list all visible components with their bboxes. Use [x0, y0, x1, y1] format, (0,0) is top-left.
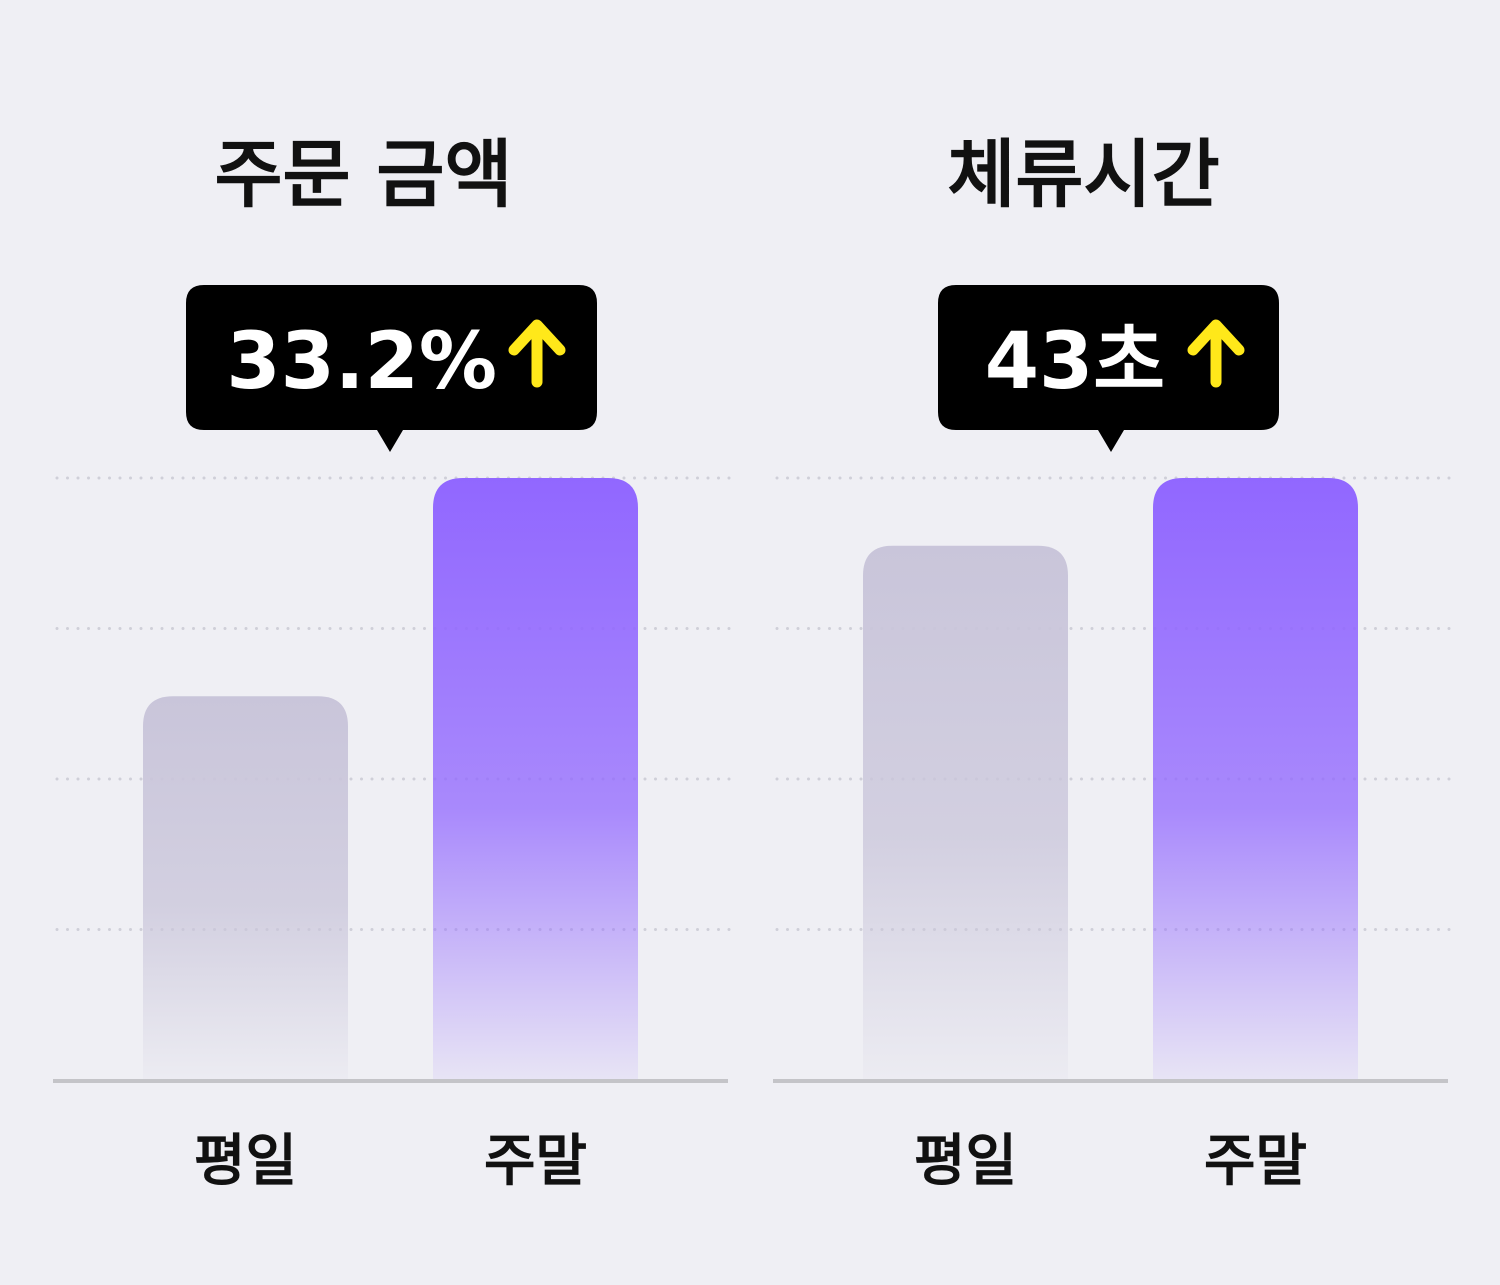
- callout: [938, 285, 1279, 452]
- callout-text: 33.2%: [226, 317, 497, 407]
- x-tick-label: 평일: [914, 1129, 1017, 1194]
- bar: [433, 478, 638, 1080]
- bar: [863, 545, 1068, 1080]
- x-tick-label: 주말: [1204, 1129, 1307, 1194]
- up-arrow-icon: [508, 319, 566, 388]
- chart-title: 주문 금액: [214, 132, 512, 218]
- bar: [1153, 478, 1358, 1080]
- callout: [186, 285, 597, 452]
- chart-title: 체류시간: [947, 132, 1219, 218]
- bar: [143, 696, 348, 1080]
- x-tick-label: 주말: [484, 1129, 587, 1194]
- up-arrow-icon: [1187, 319, 1245, 388]
- callout-text: 43초: [985, 317, 1165, 407]
- x-tick-label: 평일: [194, 1129, 297, 1194]
